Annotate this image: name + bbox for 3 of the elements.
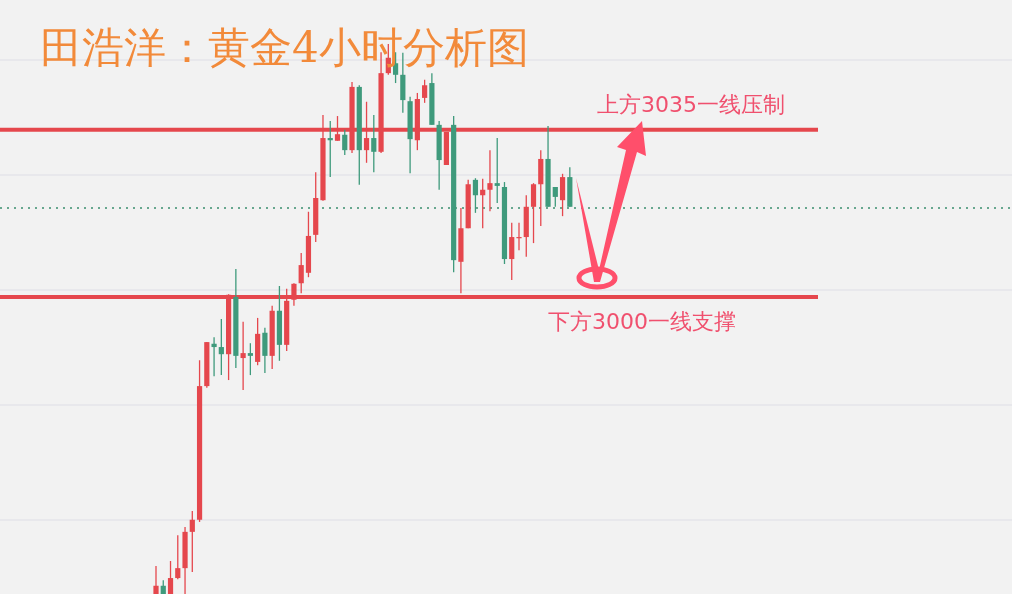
ref-line-label: 上方3035一线压制: [597, 91, 785, 117]
ref-line-label: 下方3000一线支撑: [548, 309, 736, 334]
chart-title: 田浩洋：黄金4小时分析图: [40, 23, 529, 72]
